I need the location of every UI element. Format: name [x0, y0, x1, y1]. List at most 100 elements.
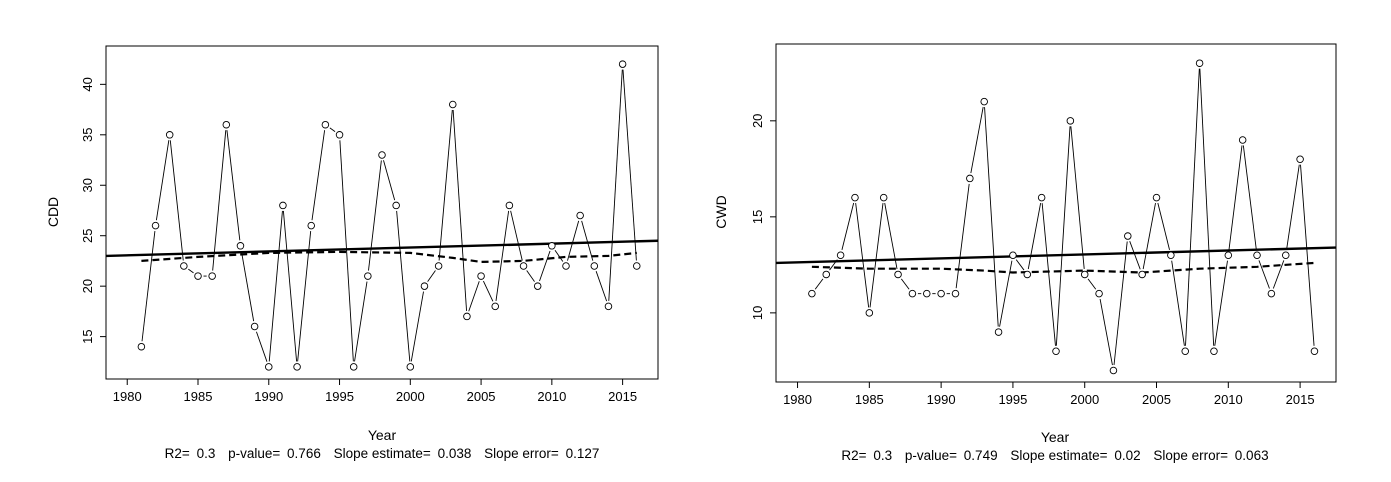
cwd-series-segment — [829, 259, 838, 271]
cdd-plot-frame — [105, 45, 659, 380]
cdd-y-tick-label: 30 — [80, 178, 95, 192]
cwd-data-point — [851, 193, 859, 202]
cwd-data-point — [951, 289, 960, 298]
cdd-x-tick-label: 1980 — [113, 389, 142, 404]
cdd-y-axis-title: CDD — [45, 197, 61, 227]
cdd-data-point — [604, 302, 613, 311]
cwd-trend-line — [775, 246, 1337, 265]
cdd-data-point — [491, 302, 499, 311]
cwd-series-segment — [955, 183, 970, 289]
cdd-x-tick-label: 2015 — [608, 389, 637, 404]
cwd-series-segment — [814, 278, 824, 290]
cwd-series-segment — [1015, 259, 1025, 271]
cwd-data-point — [879, 193, 888, 202]
cdd-data-point — [519, 262, 528, 270]
cdd-series-segment — [608, 69, 623, 301]
cwd-data-point — [923, 289, 931, 298]
cwd-stats-line: R2= 0.3 p-value= 0.749 Slope estimate= 0… — [841, 448, 1268, 463]
cdd-x-ticks: 1980 1985 1990 1995 2000 2005 2010 2015 — [113, 379, 637, 404]
cwd-data-point — [1080, 270, 1089, 279]
cwd-series-segment — [900, 278, 910, 290]
cdd-series-segment — [282, 210, 298, 362]
cwd-slope-label: Slope estimate= — [1010, 448, 1107, 463]
cdd-series-segment — [482, 280, 494, 302]
cwd-x-tick-label: 2010 — [1214, 392, 1243, 407]
cdd-series-segment — [141, 231, 156, 342]
cwd-y-tick-label: 15 — [750, 210, 765, 224]
cwd-data-point — [1310, 347, 1319, 356]
cwd-data-point — [1167, 251, 1175, 259]
cdd-data-point — [137, 342, 146, 351]
cwd-series-segment — [884, 202, 898, 270]
cwd-data-point — [1009, 251, 1017, 259]
cwd-series-segment — [999, 260, 1013, 327]
cdd-series-segment — [339, 140, 354, 362]
cdd-data-point — [208, 272, 216, 280]
cdd-data-point — [449, 100, 457, 109]
cdd-r2-label: R2= — [165, 446, 190, 461]
cdd-y-tick-label: 15 — [80, 329, 95, 343]
cdd-data-point — [406, 363, 415, 371]
cwd-series-segment — [1171, 260, 1185, 346]
cdd-data-point — [463, 312, 471, 321]
cdd-slope-error-label: Slope error= — [484, 446, 559, 461]
cdd-data-point — [151, 221, 160, 230]
cdd-data-point — [307, 221, 315, 230]
cdd-series-segment — [256, 331, 268, 362]
cwd-data-point — [908, 289, 917, 298]
cwd-data-point — [1181, 347, 1189, 356]
cwd-data-point — [980, 97, 988, 106]
cwd-series-segment — [970, 106, 984, 174]
cwd-marks — [775, 59, 1337, 375]
cdd-data-point — [505, 201, 514, 210]
cwd-data-point — [1152, 193, 1161, 202]
cdd-data-point — [533, 282, 542, 290]
cdd-data-point — [293, 363, 301, 371]
cdd-data-point — [562, 262, 570, 270]
cwd-series-segment — [1055, 126, 1071, 346]
cdd-series-segment — [354, 281, 368, 362]
cwd-data-point — [1238, 136, 1247, 144]
cdd-data-point — [250, 322, 259, 331]
cdd-series-segment — [438, 109, 453, 261]
cwd-x-axis-title: Year — [1041, 429, 1070, 445]
cdd-series-segment — [622, 69, 637, 261]
cwd-series-segment — [1113, 241, 1128, 366]
cwd-data-point — [836, 251, 845, 259]
cdd-series-segment — [595, 271, 608, 302]
cwd-data-point — [1296, 155, 1304, 163]
cdd-smooth-line — [141, 250, 637, 264]
cdd-series-segment — [268, 210, 283, 362]
cdd-series-segment — [539, 250, 551, 282]
cdd-series-segment — [212, 130, 227, 271]
cdd-series-segment — [410, 291, 424, 362]
cwd-x-tick-label: 2005 — [1142, 392, 1171, 407]
cdd-data-point — [321, 120, 330, 129]
cdd-x-tick-label: 2005 — [467, 389, 496, 404]
cwd-data-point — [966, 174, 974, 183]
cdd-data-point — [194, 272, 202, 280]
cdd-slope-error-value: 0.127 — [566, 446, 600, 461]
cwd-y-ticks: 10 15 20 — [750, 114, 776, 320]
cdd-trend-line — [105, 239, 659, 258]
cdd-data-point — [222, 120, 231, 129]
cdd-data-point — [477, 272, 485, 280]
cdd-x-axis-title: Year — [368, 427, 397, 443]
cdd-series-segment — [188, 268, 194, 274]
cwd-r2-label: R2= — [841, 448, 866, 463]
cdd-y-ticks: 15 20 25 30 35 40 — [80, 77, 106, 344]
cwd-r2-value: 0.3 — [873, 448, 892, 463]
cwd-y-tick-label: 10 — [750, 306, 765, 320]
cwd-data-point — [894, 270, 902, 279]
cwd-plot-frame — [775, 43, 1337, 383]
cdd-data-point — [590, 262, 599, 270]
cwd-y-tick-label: 20 — [750, 114, 765, 128]
cwd-series-segment — [984, 107, 999, 327]
cwd-data-point — [1066, 117, 1075, 125]
cdd-data-point — [265, 363, 273, 371]
cwd-series-segment — [1185, 68, 1200, 346]
cwd-pvalue-label: p-value= — [905, 448, 957, 463]
cdd-data-point — [279, 201, 287, 210]
cwd-data-point — [1095, 289, 1103, 298]
